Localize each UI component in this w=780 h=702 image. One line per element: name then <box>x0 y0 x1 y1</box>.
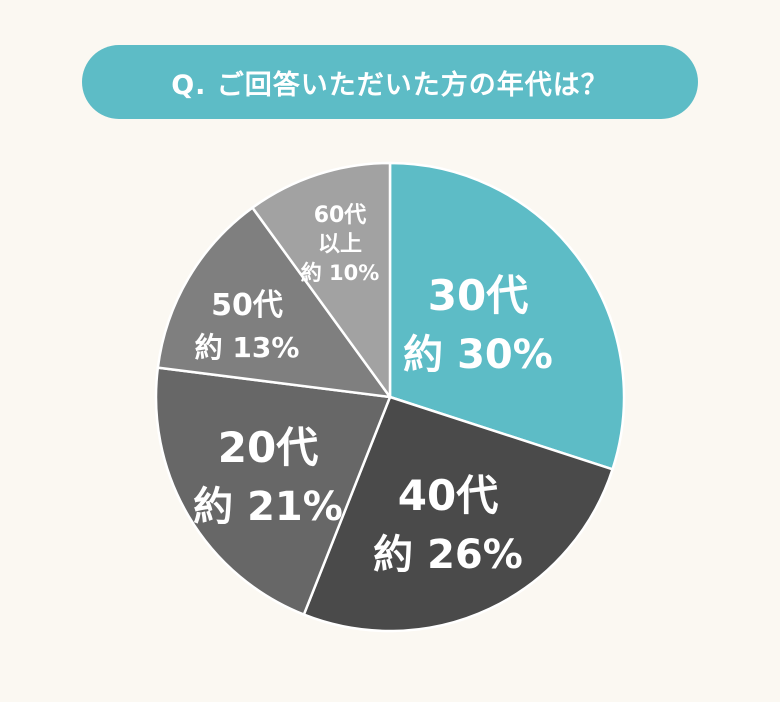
pie-slice-2 <box>154 366 392 616</box>
pie-slice-4 <box>251 161 392 399</box>
slice-value-label-4-2: 約 10% <box>301 261 380 285</box>
slice-value-label-2: 約 21% <box>193 484 343 530</box>
pie-slice-3 <box>156 206 392 399</box>
slice-category-label-4-1: 以上 <box>318 232 362 257</box>
slice-category-label-1: 40代 <box>398 471 498 520</box>
slice-category-label-4-0: 60代 <box>314 203 367 228</box>
slice-category-label-2: 20代 <box>218 423 318 472</box>
chart-title-banner: Q. ご回答いただいた方の年代は？ <box>82 45 698 119</box>
slice-value-label-0: 約 30% <box>403 332 553 378</box>
pie-slice-0 <box>388 161 626 471</box>
slice-category-label-0: 30代 <box>428 271 528 320</box>
pie-slice-1 <box>302 395 614 633</box>
slice-value-label-1: 約 26% <box>373 532 523 578</box>
slice-value-label-3: 約 13% <box>195 331 300 364</box>
chart-title: Q. ご回答いただいた方の年代は？ <box>171 69 609 101</box>
slice-category-label-3: 50代 <box>211 288 283 323</box>
